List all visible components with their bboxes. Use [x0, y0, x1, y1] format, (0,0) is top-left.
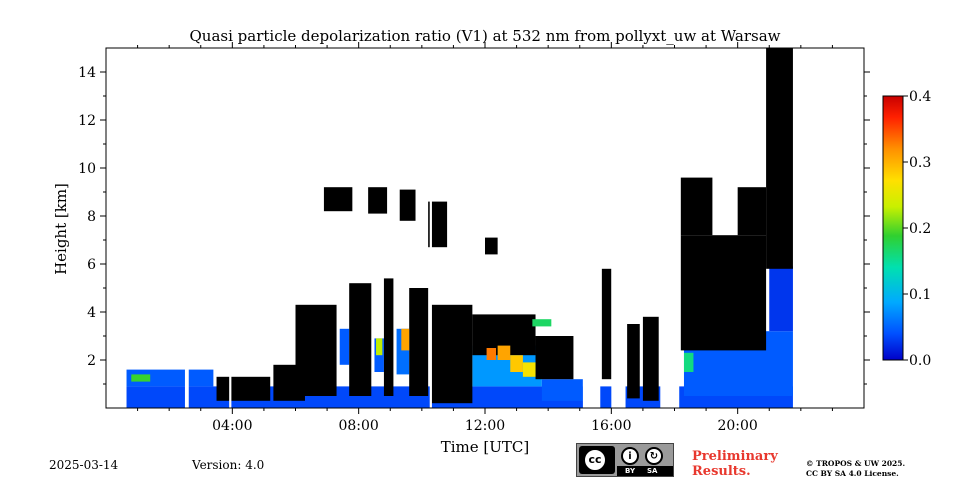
x-tick-label: 20:00 [717, 418, 757, 434]
colorbar-axis: 0.0 0.1 0.2 0.3 0.4 [903, 89, 931, 369]
aerosol-region-3 [541, 379, 583, 401]
gap-region-2 [229, 48, 232, 408]
cloud-region-16 [642, 316, 659, 401]
y-axis-label: Height [km] [52, 183, 70, 275]
y-tick-label: 4 [87, 305, 96, 321]
cloud-region-0 [216, 376, 271, 401]
plot-area [121, 48, 793, 408]
depol-region-2 [510, 355, 523, 372]
x-tick-label: 08:00 [338, 418, 378, 434]
colorbar-tick-label: 0.0 [909, 353, 931, 369]
cloud-region-6 [431, 304, 473, 404]
x-tick-label: 16:00 [591, 418, 631, 434]
y-tick-label: 14 [78, 65, 96, 81]
gap-region-6 [660, 48, 680, 408]
colorbar-tick-label: 0.3 [909, 155, 931, 171]
gap-region-3 [429, 48, 432, 408]
gap-region-5 [611, 48, 626, 408]
y-tick-label: 2 [87, 353, 96, 369]
x-axis-label: Time [UTC] [441, 438, 530, 456]
depol-region-1 [497, 345, 511, 360]
y-tick-label: 12 [78, 113, 96, 129]
cloud-region-15 [627, 324, 640, 399]
cloud-region-11 [399, 189, 416, 221]
depol-region-7 [532, 319, 552, 327]
depol-region-3 [522, 362, 536, 377]
cloud-region-9 [323, 187, 353, 212]
cc-by-label: BY [625, 467, 636, 475]
gap-region-0 [121, 48, 127, 408]
footer-date: 2025-03-14 [49, 458, 119, 472]
colorbar [882, 95, 904, 361]
colorbar-tick-label: 0.1 [909, 287, 931, 303]
preliminary-notice: Preliminary Results. [692, 449, 778, 479]
cloud-region-3 [349, 283, 372, 396]
x-tick-label: 04:00 [212, 418, 252, 434]
copyright-line-2: CC BY SA 4.0 License. [806, 469, 899, 478]
aerosol-region-1 [124, 369, 214, 387]
cc-sa-label: SA [647, 467, 658, 475]
footer-version: Version: 4.0 [192, 458, 265, 472]
depol-region-6 [683, 352, 694, 372]
by-attribution-icon: i [621, 447, 639, 465]
depol-region-0 [486, 348, 497, 360]
gap-region-1 [184, 48, 189, 408]
copyright-notice: © TROPOS & UW 2025. CC BY SA 4.0 License… [806, 459, 905, 479]
colorbar-tick-label: 0.2 [909, 221, 931, 237]
colorbar-tick-label: 0.4 [909, 89, 931, 105]
chart-title: Quasi particle depolarization ratio (V1)… [189, 27, 780, 45]
y-tick-label: 10 [78, 161, 96, 177]
preliminary-line-2: Results. [692, 464, 751, 479]
cloud-region-4 [383, 278, 394, 396]
sa-share-alike-icon: ↻ [645, 447, 663, 465]
y-axis: 2 4 6 8 10 12 14 [78, 65, 870, 385]
depol-region-5 [376, 338, 383, 356]
cloud-region-17 [680, 235, 767, 351]
cloud-region-19 [737, 187, 767, 236]
cloud-region-2 [295, 304, 337, 396]
x-axis: 04:00 08:00 12:00 16:00 20:00 [137, 42, 833, 434]
depol-region-8 [131, 374, 151, 382]
preliminary-line-1: Preliminary [692, 449, 778, 464]
cloud-region-14 [601, 268, 612, 380]
y-tick-label: 6 [87, 257, 96, 273]
aerosol-region-5 [769, 266, 793, 332]
depol-region-4 [401, 328, 410, 351]
cloud-region-18 [680, 177, 713, 236]
copyright-line-1: © TROPOS & UW 2025. [806, 459, 906, 468]
y-tick-label: 8 [87, 209, 96, 225]
cloud-region-20 [766, 48, 793, 269]
cc-license-badge: cc i ↻ BY SA [576, 443, 674, 477]
aerosol-region-7 [374, 338, 384, 372]
cloud-region-12 [428, 201, 448, 248]
cloud-region-13 [485, 237, 498, 255]
cc-icon: cc [583, 448, 607, 472]
gap-region-4 [582, 48, 601, 408]
aerosol-region-6 [339, 328, 350, 365]
cloud-region-5 [409, 288, 429, 396]
x-tick-label: 12:00 [465, 418, 505, 434]
cloud-region-10 [368, 187, 388, 214]
cloud-region-8 [535, 336, 574, 380]
